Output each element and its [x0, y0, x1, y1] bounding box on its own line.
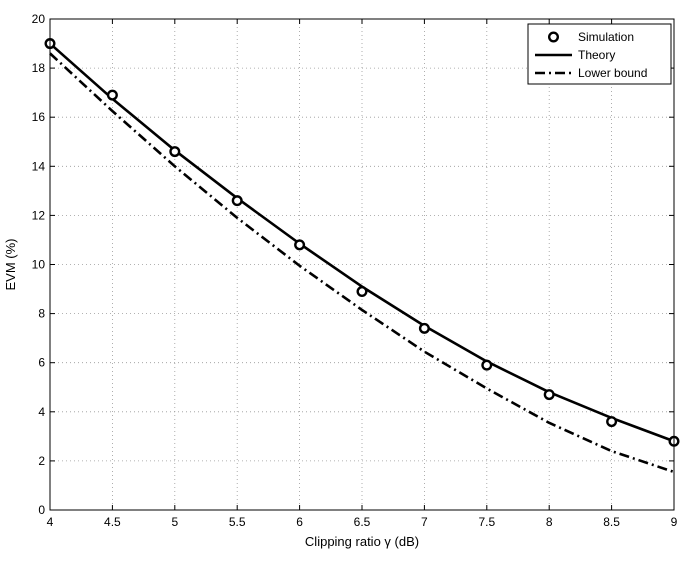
x-tick-label: 6.5: [354, 515, 371, 529]
legend-label: Theory: [578, 48, 615, 62]
legend-label: Lower bound: [578, 66, 647, 80]
y-tick-label: 16: [32, 110, 46, 124]
simulation-point: [294, 239, 306, 251]
x-tick-label: 5: [171, 515, 178, 529]
x-tick-label: 9: [671, 515, 678, 529]
y-tick-label: 6: [38, 356, 45, 370]
grid-lines: [50, 19, 674, 510]
y-tick-label: 10: [32, 258, 46, 272]
y-tick-label: 2: [38, 454, 45, 468]
y-tick-label: 8: [38, 307, 45, 321]
simulation-point: [418, 322, 430, 334]
simulation-point: [481, 359, 493, 371]
legend-label: Simulation: [578, 30, 634, 44]
x-tick-label: 6: [296, 515, 303, 529]
y-tick-label: 14: [32, 159, 46, 173]
y-tick-label: 20: [32, 12, 46, 26]
y-tick-label: 18: [32, 61, 46, 75]
x-tick-label: 4.5: [104, 515, 121, 529]
x-tick-label: 8.5: [603, 515, 620, 529]
simulation-point: [169, 146, 181, 158]
x-tick-label: 7: [421, 515, 428, 529]
x-tick-label: 7.5: [478, 515, 495, 529]
simulation-point: [231, 195, 243, 207]
x-tick-label: 4: [47, 515, 54, 529]
x-axis-label: Clipping ratio γ (dB): [305, 534, 419, 549]
simulation-point: [543, 389, 555, 401]
y-tick-label: 12: [32, 208, 46, 222]
lower-bound-line: [49, 52, 675, 474]
x-tick-label: 5.5: [229, 515, 246, 529]
y-axis-label: EVM (%): [3, 239, 18, 291]
simulation-point: [356, 286, 368, 298]
simulation-point: [606, 416, 618, 428]
y-tick-label: 0: [38, 503, 45, 517]
y-tick-label: 4: [38, 405, 45, 419]
x-tick-label: 8: [546, 515, 553, 529]
axis-ticks: 4 4.5 5 5.5 6 6.5 7 7.5 8 8.5 9 0 2 4 6 8 10 12 14 16 18 20: [32, 12, 678, 529]
simulation-point: [106, 89, 118, 101]
legend: Simulation Theory Lower bound: [527, 23, 672, 85]
legend-simulation-marker: [548, 31, 560, 43]
